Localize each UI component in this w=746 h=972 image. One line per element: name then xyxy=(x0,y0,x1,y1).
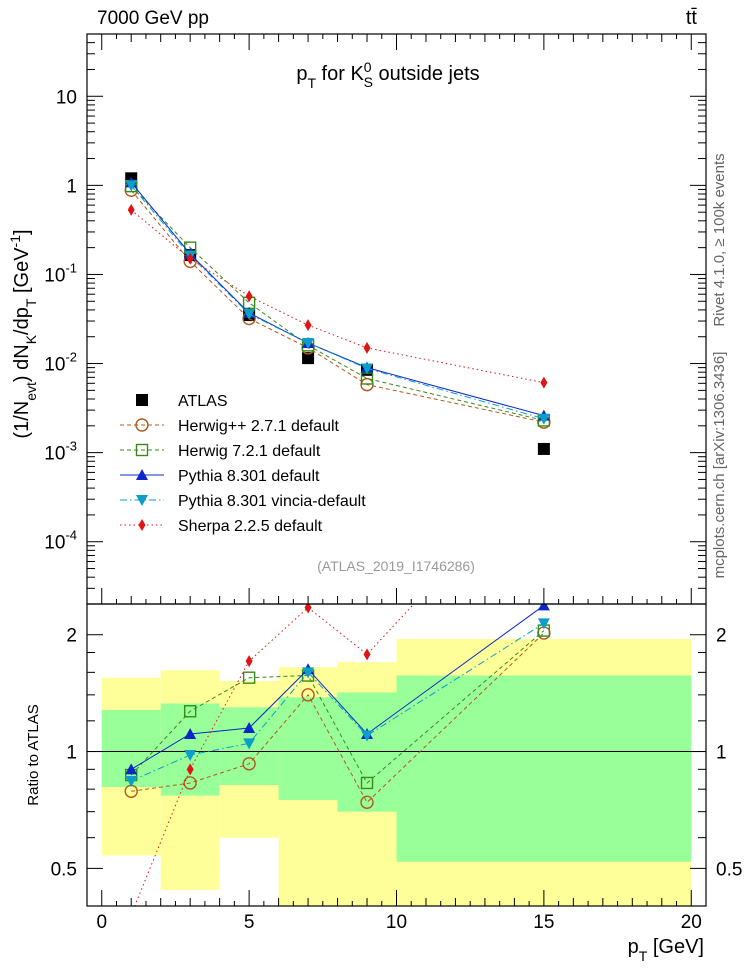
header-right: tt̄ xyxy=(686,7,698,29)
point-sherpa-2-2-5-default xyxy=(127,203,135,216)
main-ytick-label: 10-3 xyxy=(44,439,77,465)
point-atlas xyxy=(302,352,315,365)
ratio-point-pythia-8-301-default xyxy=(125,763,138,775)
ratio-point-sherpa-2-2-5-default xyxy=(304,604,312,614)
legend-marker-pythia-8-301-vincia-default xyxy=(136,495,148,506)
inner-band xyxy=(160,703,220,796)
ratio-point-pythia-8-301-default xyxy=(184,727,197,739)
main-ytick-exponent: -3 xyxy=(65,439,77,454)
legend: ATLAS Herwig++ 2.7.1 default Herwig 7.2.1 … xyxy=(120,393,366,535)
ratio-point-herwig-7-2-1-default xyxy=(360,776,374,790)
ratio-series xyxy=(124,604,551,906)
point-pythia-8-301-vincia-default xyxy=(243,308,256,320)
line-herwig-2-7-1-default xyxy=(130,189,544,423)
ratio-point-sherpa-2-2-5-default xyxy=(186,763,194,776)
ratio-point-herwig-2-7-1-default xyxy=(301,688,315,702)
ratio-xtick-label: 0 xyxy=(96,912,107,933)
main-ytick-label: 1 xyxy=(66,176,77,197)
ratio-ytick-label: 1 xyxy=(66,743,77,764)
ratio-xtick-label: 5 xyxy=(244,912,255,933)
inner-band xyxy=(337,692,397,812)
main-ytick-label: 10 xyxy=(56,87,77,108)
main-title: pT for K0 S outside jets xyxy=(296,59,479,91)
main-series xyxy=(124,172,551,455)
main-ytick-label: 10-2 xyxy=(44,350,77,376)
ratio-xtick-label: 15 xyxy=(533,912,554,933)
x-axis-label: pT [GeV] xyxy=(628,936,704,964)
ratio-point-pythia-8-301-vincia-default xyxy=(184,749,197,761)
ratio-point-herwig-2-7-1-default xyxy=(360,795,374,810)
point-sherpa-2-2-5-default xyxy=(304,319,312,332)
main-ytick-exponent: -2 xyxy=(65,350,77,365)
point-sherpa-2-2-5-default xyxy=(363,341,371,354)
line-pythia-8-301-default xyxy=(130,182,545,417)
main-ytick-label: 10-1 xyxy=(44,260,77,286)
point-pythia-8-301-vincia-default xyxy=(537,413,550,425)
legend-label-pythia-8-301-default: Pythia 8.301 default xyxy=(178,468,320,485)
ratio-point-herwig-2-7-1-default xyxy=(242,757,256,771)
ratio-line-pythia-8-301-default xyxy=(130,605,545,770)
point-atlas xyxy=(537,442,550,455)
ratio-ytick-label-right: 1 xyxy=(716,743,727,764)
line-pythia-8-301-vincia-default xyxy=(130,185,545,420)
ratio-point-pythia-8-301-vincia-default xyxy=(361,730,374,742)
legend-label-sherpa-2-2-5-default: Sherpa 2.2.5 default xyxy=(178,518,323,535)
mcplots-label: mcplots.cern.ch [arXiv:1306.3436] xyxy=(711,352,728,579)
point-sherpa-2-2-5-default xyxy=(245,290,253,303)
header-left: 7000 GeV pp xyxy=(97,8,209,29)
ratio-point-pythia-8-301-default xyxy=(537,604,550,611)
inner-band xyxy=(278,697,338,801)
ratio-ytick-label: 2 xyxy=(66,626,77,647)
ratio-line-herwig-7-2-1-default xyxy=(130,630,545,784)
ratio-point-pythia-8-301-vincia-default xyxy=(125,775,138,787)
ratio-xtick-label: 10 xyxy=(386,912,407,933)
ratio-point-herwig-2-7-1-default xyxy=(183,776,197,790)
ratio-plot-area xyxy=(124,604,551,906)
main-ytick-exponent: -1 xyxy=(65,260,77,275)
ratio-point-herwig-7-2-1-default xyxy=(242,671,256,684)
legend-marker-atlas xyxy=(136,394,148,406)
ratio-point-pythia-8-301-vincia-default xyxy=(302,667,315,679)
legend-label-herwig-7-2-1-default: Herwig 7.2.1 default xyxy=(178,443,321,460)
analysis-tag: (ATLAS_2019_I1746286) xyxy=(317,558,475,574)
ratio-point-herwig-7-2-1-default xyxy=(183,705,197,718)
rivet-label: Rivet 4.1.0, ≥ 100k events xyxy=(711,153,728,326)
ratio-line-sherpa-2-2-5-default xyxy=(134,604,415,906)
main-ylabel: (1/Nevt) dNK/dpT [GeV-1] xyxy=(7,229,39,438)
ratio-ylabel: Ratio to ATLAS xyxy=(25,704,42,805)
ratio-ytick-label-right: 0.5 xyxy=(716,859,742,880)
legend-marker-sherpa-2-2-5-default xyxy=(138,519,146,531)
point-pythia-8-301-vincia-default xyxy=(125,180,138,192)
ratio-point-pythia-8-301-default xyxy=(243,722,256,734)
legend-label-pythia-8-301-vincia-default: Pythia 8.301 vincia-default xyxy=(178,493,366,510)
main-ytick-label: 10-4 xyxy=(44,528,77,554)
ratio-ytick-label: 0.5 xyxy=(51,859,77,880)
ratio-point-pythia-8-301-vincia-default xyxy=(537,618,550,630)
point-sherpa-2-2-5-default xyxy=(540,376,548,389)
line-sherpa-2-2-5-default xyxy=(130,209,544,384)
inner-band xyxy=(396,675,692,862)
ratio-point-sherpa-2-2-5-default xyxy=(363,648,371,661)
point-pythia-8-301-vincia-default xyxy=(361,363,374,375)
ratio-bands xyxy=(87,638,706,906)
ratio-line-herwig-2-7-1-default xyxy=(131,632,545,804)
ratio-ytick-label-right: 2 xyxy=(716,626,727,647)
legend-marker-pythia-8-301-default xyxy=(136,469,148,480)
legend-label-atlas: ATLAS xyxy=(178,393,228,410)
legend-label-herwig-2-7-1-default: Herwig++ 2.7.1 default xyxy=(178,418,340,435)
point-sherpa-2-2-5-default xyxy=(186,252,194,265)
legend-marker-herwig-2-7-1-default xyxy=(135,418,149,432)
line-herwig-7-2-1-default xyxy=(130,185,544,421)
point-pythia-8-301-vincia-default xyxy=(302,338,315,350)
ratio-line-pythia-8-301-vincia-default xyxy=(131,622,545,782)
ratio-point-pythia-8-301-vincia-default xyxy=(243,738,256,750)
ratio-xtick-label: 20 xyxy=(681,912,702,933)
main-ytick-exponent: -4 xyxy=(65,528,77,543)
legend-marker-herwig-7-2-1-default xyxy=(135,443,149,457)
ratio-point-sherpa-2-2-5-default xyxy=(245,655,253,668)
inner-band xyxy=(101,709,161,788)
